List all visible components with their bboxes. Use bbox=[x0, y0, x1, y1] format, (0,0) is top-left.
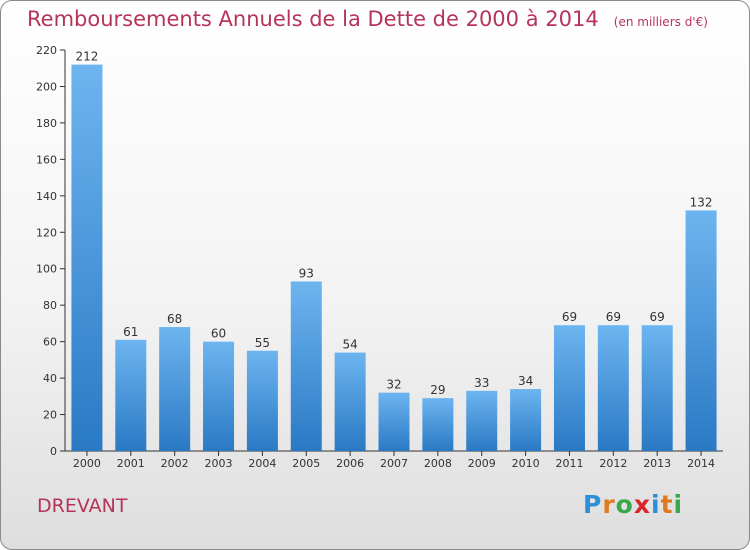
bar-value-label: 68 bbox=[167, 312, 182, 326]
logo-letter: i bbox=[651, 490, 661, 519]
y-tick-label: 220 bbox=[36, 44, 57, 57]
bar bbox=[71, 64, 103, 451]
bars bbox=[71, 64, 717, 451]
x-tick-label: 2012 bbox=[599, 457, 627, 470]
y-tick-label: 60 bbox=[43, 336, 57, 349]
bar-value-label: 132 bbox=[690, 195, 713, 209]
y-tick-label: 180 bbox=[36, 117, 57, 130]
x-tick-label: 2004 bbox=[248, 457, 276, 470]
proxiti-logo: Proxiti bbox=[583, 490, 683, 519]
bar bbox=[466, 390, 498, 451]
logo-letter: o bbox=[615, 490, 634, 519]
chart-subtitle: (en milliers d'€) bbox=[613, 15, 708, 29]
x-tick-label: 2003 bbox=[205, 457, 233, 470]
y-tick-label: 120 bbox=[36, 226, 57, 239]
x-tick-label: 2000 bbox=[73, 457, 101, 470]
bar bbox=[422, 398, 454, 451]
bar bbox=[553, 325, 585, 451]
logo-letter: P bbox=[583, 490, 603, 519]
bar bbox=[115, 339, 147, 451]
x-axis: 2000 2001 2002 2003 2004 2005 2006 2007 2008 2009… bbox=[65, 450, 723, 470]
logo-letter: x bbox=[633, 490, 651, 519]
y-tick-label: 140 bbox=[36, 190, 57, 203]
bar-value-label: 212 bbox=[75, 50, 98, 64]
bar-value-label: 55 bbox=[255, 336, 270, 350]
bar bbox=[510, 389, 542, 451]
y-tick-label: 0 bbox=[50, 445, 57, 458]
y-tick-label: 40 bbox=[43, 372, 57, 385]
bar-value-label: 54 bbox=[342, 338, 357, 352]
x-tick-label: 2007 bbox=[380, 457, 408, 470]
bar-value-label: 33 bbox=[474, 376, 489, 390]
commune-name: DREVANT bbox=[37, 495, 128, 517]
bar-value-label: 61 bbox=[123, 325, 138, 339]
x-tick-label: 2010 bbox=[512, 457, 540, 470]
bar-value-label: 34 bbox=[518, 374, 533, 388]
x-tick-label: 2006 bbox=[336, 457, 364, 470]
bar-value-label: 69 bbox=[650, 310, 665, 324]
logo-letter: t bbox=[660, 490, 674, 519]
chart-title: Remboursements Annuels de la Dette de 20… bbox=[27, 7, 599, 31]
x-tick-label: 2013 bbox=[643, 457, 671, 470]
bar-value-label: 60 bbox=[211, 327, 226, 341]
x-tick-label: 2005 bbox=[292, 457, 320, 470]
bar bbox=[641, 325, 673, 451]
bar bbox=[685, 210, 717, 451]
x-tick-label: 2002 bbox=[161, 457, 189, 470]
x-tick-label: 2008 bbox=[424, 457, 452, 470]
x-tick-label: 2001 bbox=[117, 457, 145, 470]
y-tick-label: 200 bbox=[36, 80, 57, 93]
data-labels: 212 61 68 60 55 93 54 32 29 33 34 69 69 69 132 bbox=[75, 50, 712, 398]
bar-value-label: 69 bbox=[562, 310, 577, 324]
x-tick-label: 2011 bbox=[555, 457, 583, 470]
bar bbox=[246, 350, 278, 451]
bar bbox=[159, 327, 191, 451]
bar bbox=[597, 325, 629, 451]
bar bbox=[334, 352, 366, 451]
bar-value-label: 29 bbox=[430, 383, 445, 397]
logo-letter: r bbox=[602, 490, 616, 519]
bar bbox=[203, 341, 235, 451]
bar bbox=[378, 392, 410, 451]
y-tick-label: 20 bbox=[43, 409, 57, 422]
bar bbox=[290, 281, 322, 451]
bar-value-label: 69 bbox=[606, 310, 621, 324]
y-axis: 0 20 40 60 80 100 120 140 160 180 200 220 bbox=[36, 44, 66, 458]
bar-value-label: 32 bbox=[386, 378, 401, 392]
x-tick-label: 2009 bbox=[468, 457, 496, 470]
y-tick-label: 100 bbox=[36, 263, 57, 276]
title-row: Remboursements Annuels de la Dette de 20… bbox=[27, 7, 708, 31]
logo-letter: i bbox=[673, 490, 684, 519]
y-tick-label: 160 bbox=[36, 153, 57, 166]
y-tick-label: 80 bbox=[43, 299, 57, 312]
bar-value-label: 93 bbox=[299, 266, 314, 280]
x-tick-label: 2014 bbox=[687, 457, 715, 470]
